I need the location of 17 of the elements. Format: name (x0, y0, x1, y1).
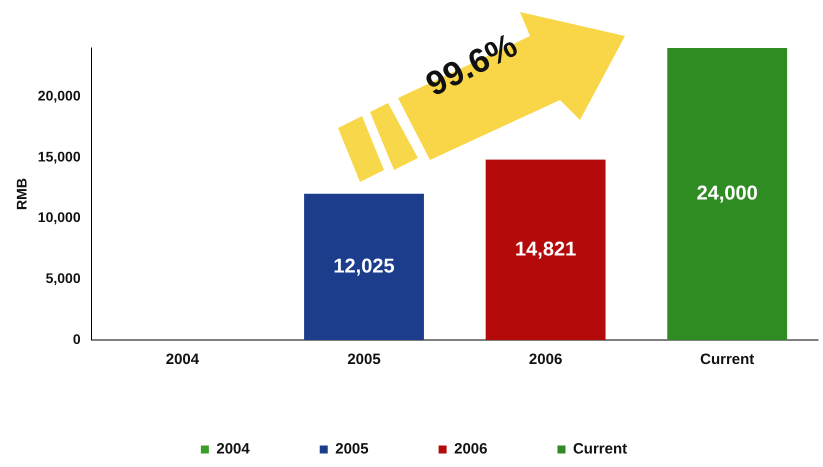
legend-label: 2006 (454, 440, 488, 458)
x-tick-label: 2004 (166, 351, 200, 368)
x-tick-label: Current (700, 351, 754, 368)
y-axis-title: RMB (13, 178, 30, 210)
legend-label: Current (572, 440, 628, 458)
y-tick-label: 10,000 (38, 209, 81, 226)
y-tick-label: 15,000 (38, 148, 81, 164)
y-tick-label: 0 (72, 330, 81, 347)
data-label: 24,000 (696, 182, 758, 205)
y-tick-label: 5,000 (46, 270, 81, 286)
x-tick-label: 2005 (347, 351, 381, 368)
y-tick-label: 20,000 (38, 88, 81, 104)
legend-label: 2005 (335, 440, 369, 458)
legend-label: 2004 (216, 440, 250, 458)
x-tick-label: 2006 (528, 351, 562, 368)
data-label: 14,821 (515, 238, 576, 260)
data-label: 12,025 (333, 255, 395, 278)
